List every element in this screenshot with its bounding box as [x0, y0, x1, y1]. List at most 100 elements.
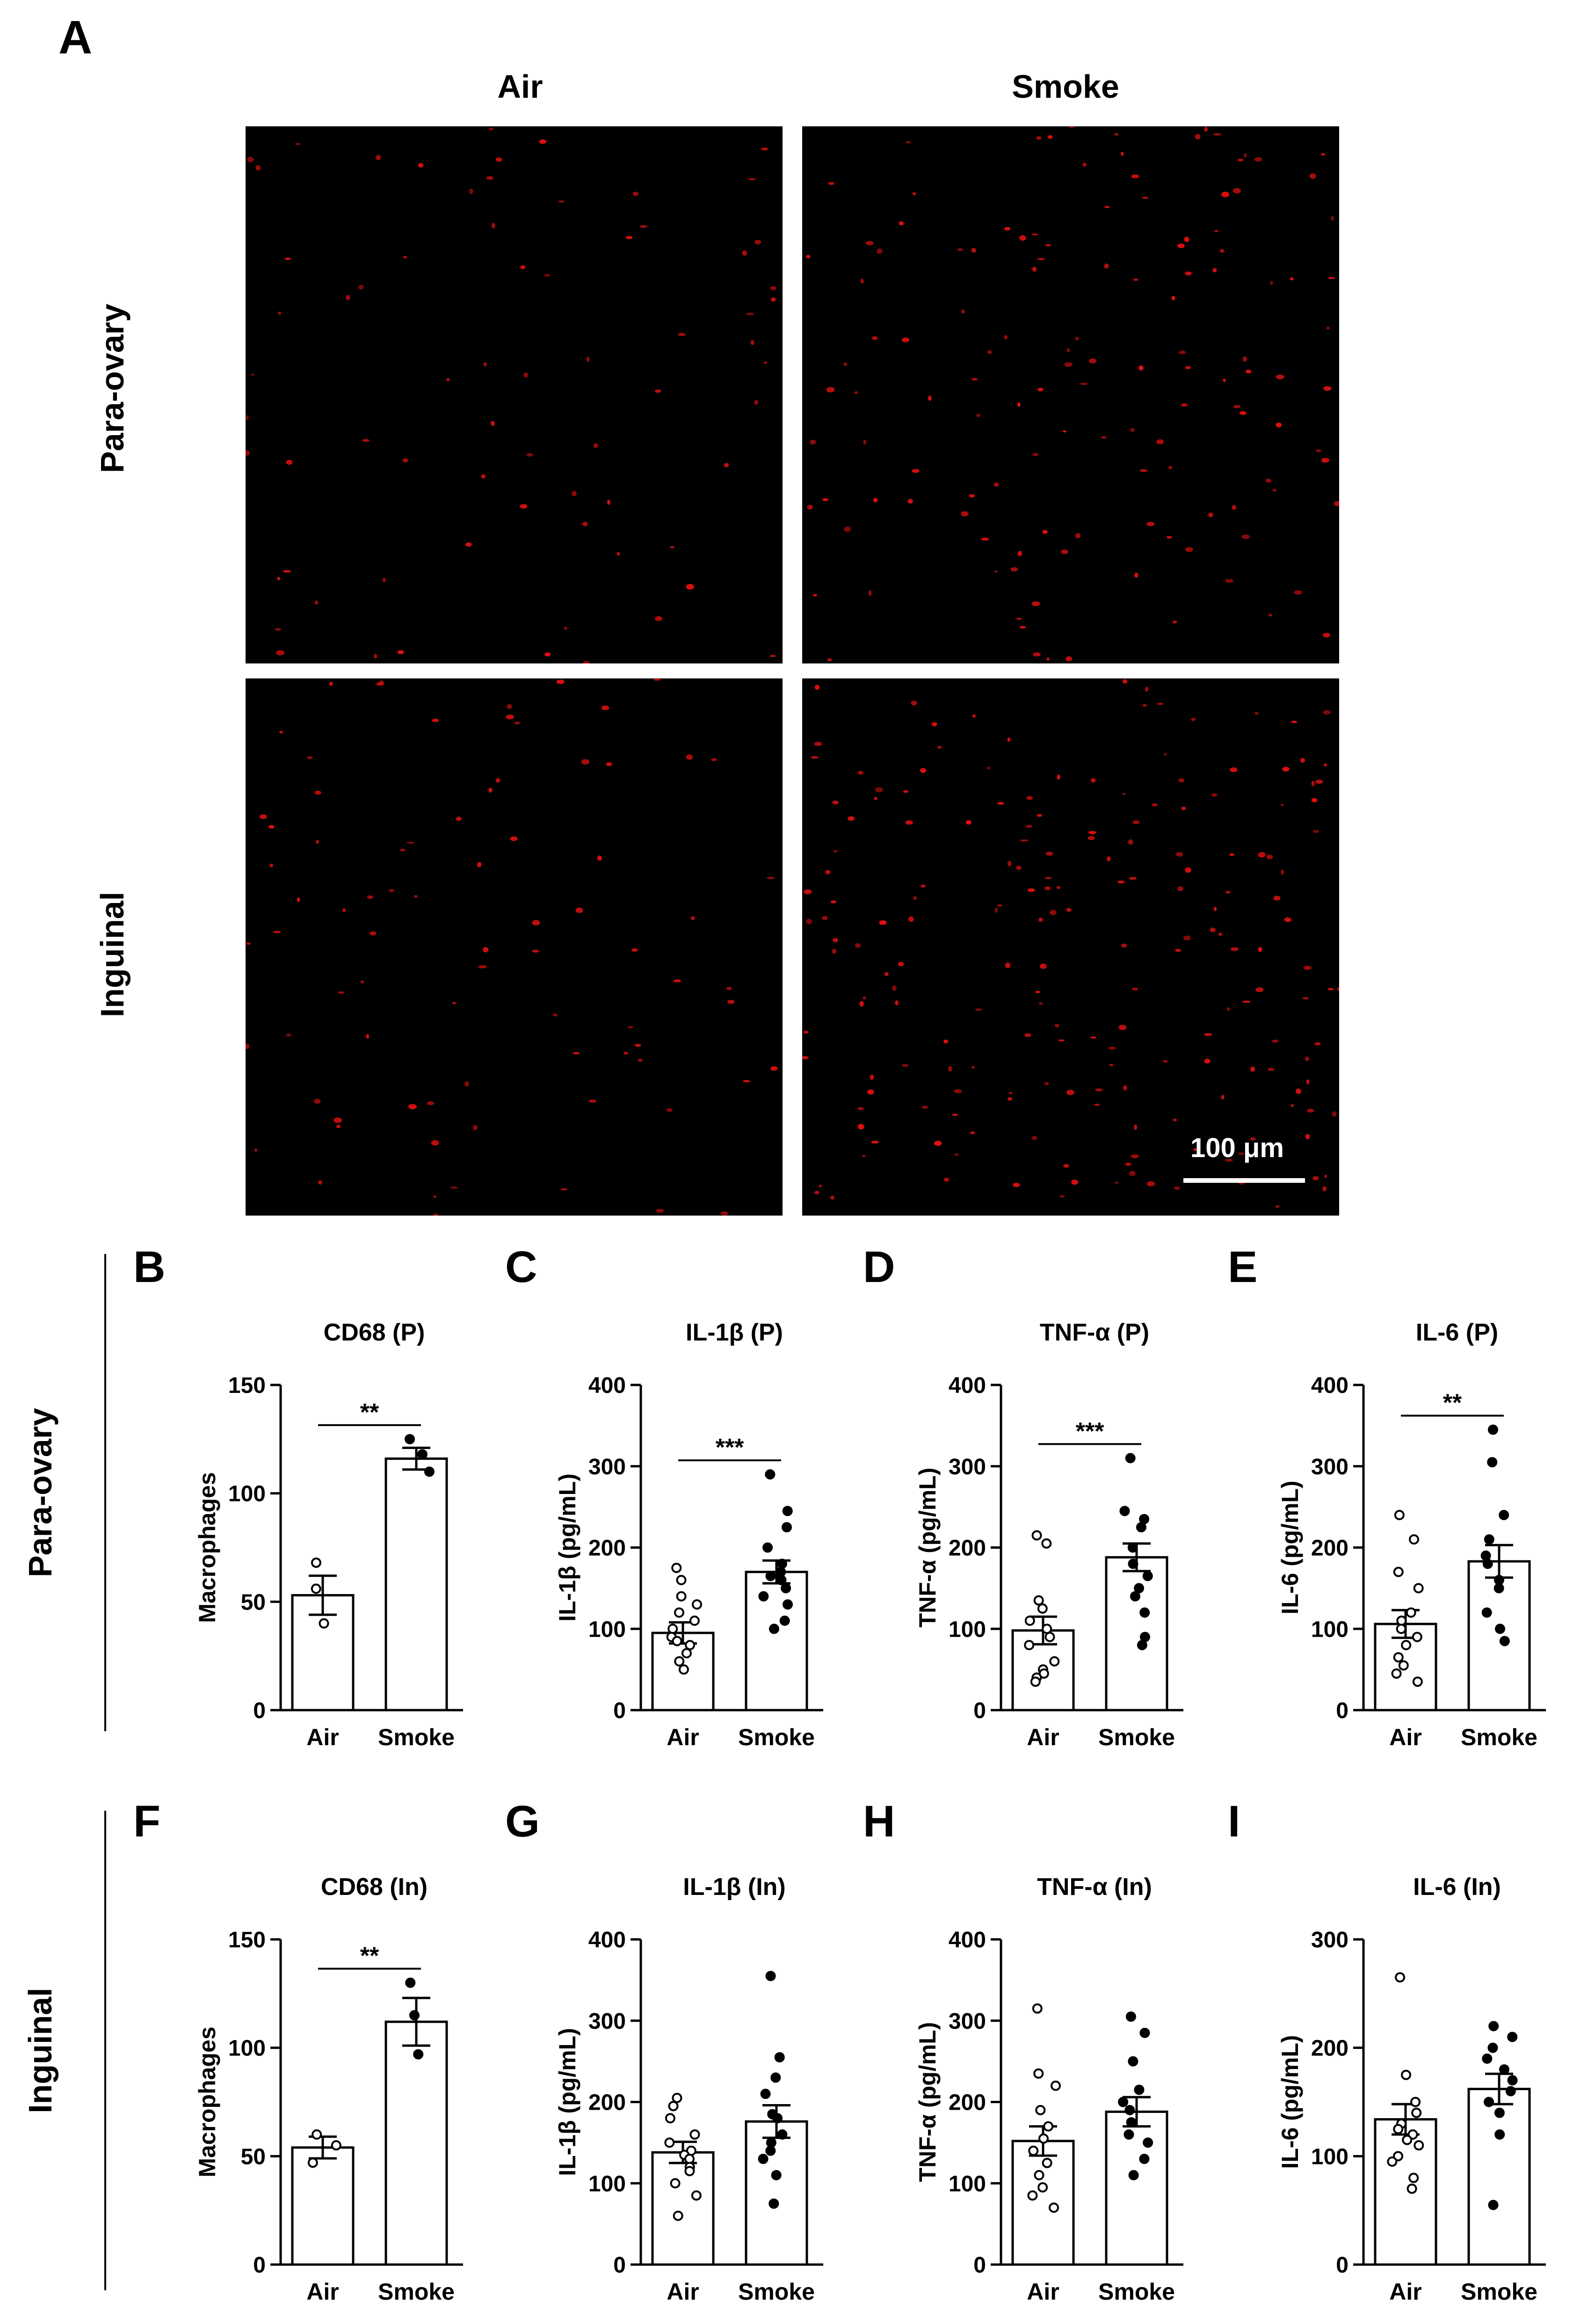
red-cell-dot — [1013, 1182, 1020, 1187]
data-point — [1507, 2032, 1518, 2042]
red-cell-dot — [763, 361, 768, 364]
red-cell-dot — [872, 336, 878, 340]
data-point — [766, 2137, 776, 2148]
data-point — [685, 1640, 696, 1650]
x-tick-label: Smoke — [1461, 2279, 1537, 2305]
data-point — [1130, 1591, 1140, 1602]
panel-letter: I — [1228, 1797, 1240, 1846]
red-cell-dot — [1020, 839, 1029, 842]
red-cell-dot — [402, 458, 408, 463]
red-cell-dot — [1132, 820, 1140, 824]
bar-smoke — [745, 1571, 808, 1712]
x-tick-label: Air — [306, 1724, 339, 1750]
red-cell-dot — [1005, 962, 1011, 969]
red-cell-dot — [875, 787, 883, 793]
red-cell-dot — [1035, 991, 1041, 993]
red-cell-dot — [867, 1089, 874, 1095]
micrograph-air-para-ovary — [243, 126, 783, 666]
red-cell-dot — [586, 357, 590, 362]
red-cell-dot — [912, 469, 920, 473]
data-point — [1128, 2056, 1138, 2067]
red-cell-dot — [1089, 358, 1096, 364]
chart-panel-g: G IL-1β (In) IL-1β (pg/mL) 0 100 200 300 400 Air… — [505, 1797, 823, 2305]
red-cell-dot — [1231, 947, 1239, 951]
data-point — [765, 2145, 776, 2156]
red-cell-dot — [981, 538, 989, 541]
y-tick-label: 200 — [949, 2091, 986, 2115]
data-point — [1393, 1566, 1404, 1577]
red-cell-dot — [828, 182, 834, 185]
red-cell-dot — [1121, 152, 1124, 156]
red-cell-dot — [473, 1125, 478, 1130]
data-point — [691, 2190, 702, 2201]
data-point — [1049, 2202, 1059, 2213]
red-cell-dot — [456, 816, 462, 821]
data-point — [1413, 1583, 1424, 1594]
red-cell-dot — [1044, 877, 1052, 879]
data-point — [1031, 1530, 1042, 1541]
data-point — [1487, 2042, 1498, 2053]
red-cell-dot — [593, 443, 598, 448]
y-tick-label: 200 — [588, 2091, 626, 2115]
red-cell-dot — [581, 759, 590, 765]
data-point — [1041, 1538, 1052, 1549]
red-cell-dot — [532, 920, 540, 925]
red-cell-dot — [743, 1080, 750, 1083]
red-cell-dot — [1058, 1039, 1065, 1042]
red-cell-dot — [1324, 763, 1327, 766]
red-cell-dot — [1109, 1064, 1114, 1066]
red-cell-dot — [905, 820, 913, 825]
data-point — [772, 2113, 783, 2124]
red-cell-dot — [1321, 458, 1330, 463]
bar-smoke — [745, 2120, 808, 2266]
panel-letter: H — [863, 1797, 895, 1846]
bar-smoke — [1105, 2110, 1168, 2266]
significance-marker: ** — [360, 1399, 379, 1426]
red-cell-dot — [1276, 1205, 1280, 1208]
red-cell-dot — [1315, 780, 1323, 784]
red-cell-dot — [994, 907, 998, 913]
red-cell-dot — [1213, 133, 1222, 136]
data-point — [1143, 2137, 1153, 2148]
data-point — [1127, 1542, 1138, 1553]
red-cell-dot — [678, 333, 686, 336]
red-cell-dot — [1045, 852, 1053, 856]
red-cell-dot — [1177, 243, 1185, 248]
red-cell-dot — [1221, 191, 1229, 197]
data-point — [765, 1571, 776, 1581]
red-cell-dot — [1326, 327, 1330, 330]
data-point — [1411, 2107, 1422, 2118]
bar-air — [651, 2151, 715, 2266]
red-cell-dot — [1168, 466, 1173, 469]
data-point — [1139, 2027, 1150, 2038]
red-cell-dot — [822, 498, 828, 501]
red-cell-dot — [336, 1124, 341, 1129]
data-point — [1507, 2075, 1518, 2086]
chart-panel-e: E IL-6 (P) IL-6 (pg/mL) 0 100 200 300 400 Air Smo… — [1228, 1242, 1546, 1750]
red-cell-dot — [1332, 1111, 1337, 1117]
red-cell-dot — [389, 889, 394, 892]
data-point — [1401, 1640, 1412, 1650]
red-cell-dot — [858, 771, 863, 775]
red-cell-dot — [358, 284, 364, 290]
scale-bar-label: 100 μm — [1190, 1133, 1284, 1163]
red-cell-dot — [296, 143, 301, 146]
red-cell-dot — [1232, 505, 1236, 510]
data-point — [765, 1971, 776, 1982]
red-cell-dot — [874, 797, 877, 801]
red-cell-dot — [767, 877, 775, 879]
red-cell-dot — [1276, 423, 1282, 428]
red-cell-dot — [1118, 1025, 1127, 1030]
red-cell-dot — [486, 176, 494, 180]
red-cell-dot — [639, 225, 648, 228]
y-axis-label: IL-6 (pg/mL) — [1277, 1480, 1303, 1614]
red-cell-dot — [870, 1074, 874, 1080]
red-cell-dot — [1075, 336, 1079, 341]
red-cell-dot — [362, 439, 370, 442]
red-cell-dot — [1172, 1118, 1177, 1122]
red-cell-dot — [1237, 159, 1244, 162]
red-cell-dot — [1007, 860, 1012, 867]
data-point — [667, 1624, 678, 1634]
red-cell-dot — [873, 498, 878, 503]
y-axis-label: Macrophages — [194, 2026, 220, 2177]
